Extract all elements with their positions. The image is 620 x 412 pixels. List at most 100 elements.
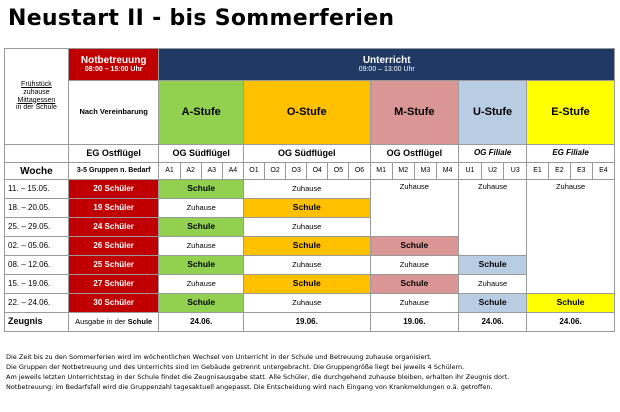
a-stufe-status: Schule <box>158 217 244 237</box>
group-header: U1 <box>458 162 482 180</box>
zeugnis-label: Zeugnis <box>4 312 69 332</box>
notbetreuung-count: 26 Schüler <box>67 236 160 256</box>
group-header: A4 <box>221 162 244 180</box>
page-title: Neustart II - bis Sommerferien <box>8 6 395 31</box>
e-stufe-status: Schule <box>526 293 615 313</box>
a-stufe-zeugnis-date: 24.06. <box>158 312 244 332</box>
m-stufe-status: Zuhause <box>369 255 460 275</box>
group-header: M1 <box>369 162 393 180</box>
nach-vereinbarung-cell: Nach Vereinbarung <box>67 80 160 145</box>
group-header: E4 <box>591 162 616 180</box>
group-header: E3 <box>569 162 593 180</box>
in-der-schule-label: in der Schule <box>15 104 57 112</box>
u-stufe-status: Schule <box>458 255 528 275</box>
u-stufe-status: Schule <box>458 293 528 313</box>
a-stufe-status: Schule <box>158 179 244 199</box>
u-stufe-location: OG Filiale <box>458 144 528 163</box>
e-stufe-zeugnis-date: 24.06. <box>526 312 615 332</box>
group-header: O2 <box>264 162 287 180</box>
table-row: 15. – 19.06. 27 Schüler Zuhause Schule S… <box>4 274 615 294</box>
week-range: 08. – 12.06. <box>4 255 69 275</box>
schedule-table: Frühstück zuhause Mittagessen in der Sch… <box>4 48 616 332</box>
table-row: 22. – 24.06. 30 Schüler Schule Zuhause Z… <box>4 293 615 313</box>
meal-info-cell: Frühstück zuhause Mittagessen in der Sch… <box>4 48 69 145</box>
notbetreuung-count: 19 Schüler <box>67 198 160 218</box>
m-stufe-status: Schule <box>369 236 460 256</box>
o-stufe-status: Zuhause <box>242 217 371 237</box>
fruehstueck-label: Frühstück <box>21 81 52 89</box>
week-range: 22. – 24.06. <box>4 293 69 313</box>
group-header: U2 <box>480 162 505 180</box>
zeugnis-ausgabe: Ausgabe in der Schule <box>67 312 160 332</box>
footnote-line: Notbetreuung: im Bedarfsfall wird die Gr… <box>6 383 493 391</box>
table-row: 08. – 12.06. 25 Schüler Schule Zuhause Z… <box>4 255 615 275</box>
o-stufe-status: Zuhause <box>242 179 371 199</box>
u-stufe-status: Zuhause <box>458 179 528 256</box>
week-range: 15. – 19.06. <box>4 274 69 294</box>
a-stufe-status: Zuhause <box>158 274 244 294</box>
u-stufe-status: Zuhause <box>458 274 528 294</box>
group-header: A3 <box>200 162 223 180</box>
group-header: A1 <box>158 162 181 180</box>
unterricht-header: Unterricht 09:00 – 13:00 Uhr <box>158 48 615 81</box>
unterricht-time: 09:00 – 13:00 Uhr <box>358 66 415 74</box>
table-row: 25. – 29.05. 24 Schüler Schule Zuhause <box>4 217 615 237</box>
group-header: O3 <box>285 162 308 180</box>
u-stufe-header: U-Stufe <box>458 80 528 145</box>
a-stufe-status: Zuhause <box>158 236 244 256</box>
footnote-line: Am jeweils letzten Unterrichtstag in der… <box>6 373 510 381</box>
week-range: 18. – 20.05. <box>4 198 69 218</box>
ausgabe-bold: Schule <box>127 316 153 326</box>
a-stufe-status: Zuhause <box>158 198 244 218</box>
group-header: U3 <box>503 162 528 180</box>
o-stufe-status: Schule <box>242 236 371 256</box>
e-stufe-header: E-Stufe <box>526 80 615 145</box>
a-stufe-location: OG Südflügel <box>158 144 244 163</box>
footnotes: Die Zeit bis zu den Sommerferien wird im… <box>6 352 616 392</box>
notbetreuung-header: Notbetreuung 08:00 – 15:00 Uhr <box>67 48 160 81</box>
notbetreuung-count: 25 Schüler <box>67 255 160 275</box>
zeugnis-row: Zeugnis Ausgabe in der Schule 24.06. 19.… <box>4 312 615 332</box>
group-header: A2 <box>179 162 202 180</box>
group-header: M4 <box>435 162 460 180</box>
o-stufe-status: Zuhause <box>242 255 371 275</box>
gruppen-header: 3-5 Gruppen n. Bedarf <box>67 162 160 180</box>
notbetreuung-count: 24 Schüler <box>67 217 160 237</box>
notbetreuung-time: 08:00 – 15:00 Uhr <box>84 66 143 74</box>
m-stufe-zeugnis-date: 19.06. <box>369 312 460 332</box>
footnote-line: Die Zeit bis zu den Sommerferien wird im… <box>6 353 432 361</box>
o-stufe-header: O-Stufe <box>242 80 371 145</box>
notbetreuung-location: EG Ostflügel <box>67 144 160 163</box>
u-stufe-zeugnis-date: 24.06. <box>458 312 528 332</box>
o-stufe-status: Schule <box>242 274 371 294</box>
e-stufe-location: EG Filiale <box>526 144 615 163</box>
woche-header: Woche <box>4 162 69 180</box>
group-header: M2 <box>391 162 415 180</box>
notbetreuung-label: Notbetreuung <box>80 55 147 67</box>
m-stufe-location: OG Ostflügel <box>369 144 460 163</box>
notbetreuung-count: 27 Schüler <box>67 274 160 294</box>
group-header: M3 <box>413 162 437 180</box>
m-stufe-header: M-Stufe <box>369 80 460 145</box>
o-stufe-status: Schule <box>242 198 371 218</box>
week-range: 25. – 29.05. <box>4 217 69 237</box>
group-header: E1 <box>526 162 549 180</box>
mittagessen-label: Mittagessen <box>17 96 56 104</box>
notbetreuung-count: 30 Schüler <box>67 293 160 313</box>
ausgabe-prefix: Ausgabe in der <box>75 316 128 326</box>
unterricht-label: Unterricht <box>362 55 411 67</box>
week-range: 02. – 05.06. <box>4 236 69 256</box>
a-stufe-header: A-Stufe <box>158 80 244 145</box>
notbetreuung-count: 20 Schüler <box>67 179 160 199</box>
o-stufe-location: OG Südflügel <box>242 144 371 163</box>
m-stufe-status: Zuhause <box>369 293 460 313</box>
table-row: 02. – 05.06. 26 Schüler Zuhause Schule S… <box>4 236 615 256</box>
o-stufe-zeugnis-date: 19.06. <box>242 312 371 332</box>
m-stufe-status: Schule <box>369 274 460 294</box>
a-stufe-status: Schule <box>158 293 244 313</box>
footnote-line: Die Gruppen der Notbetreuung und des Unt… <box>6 363 465 371</box>
group-header: E2 <box>547 162 571 180</box>
m-stufe-status: Zuhause <box>369 179 460 237</box>
week-range: 11. – 15.05. <box>4 179 69 199</box>
group-header: O6 <box>348 162 371 180</box>
